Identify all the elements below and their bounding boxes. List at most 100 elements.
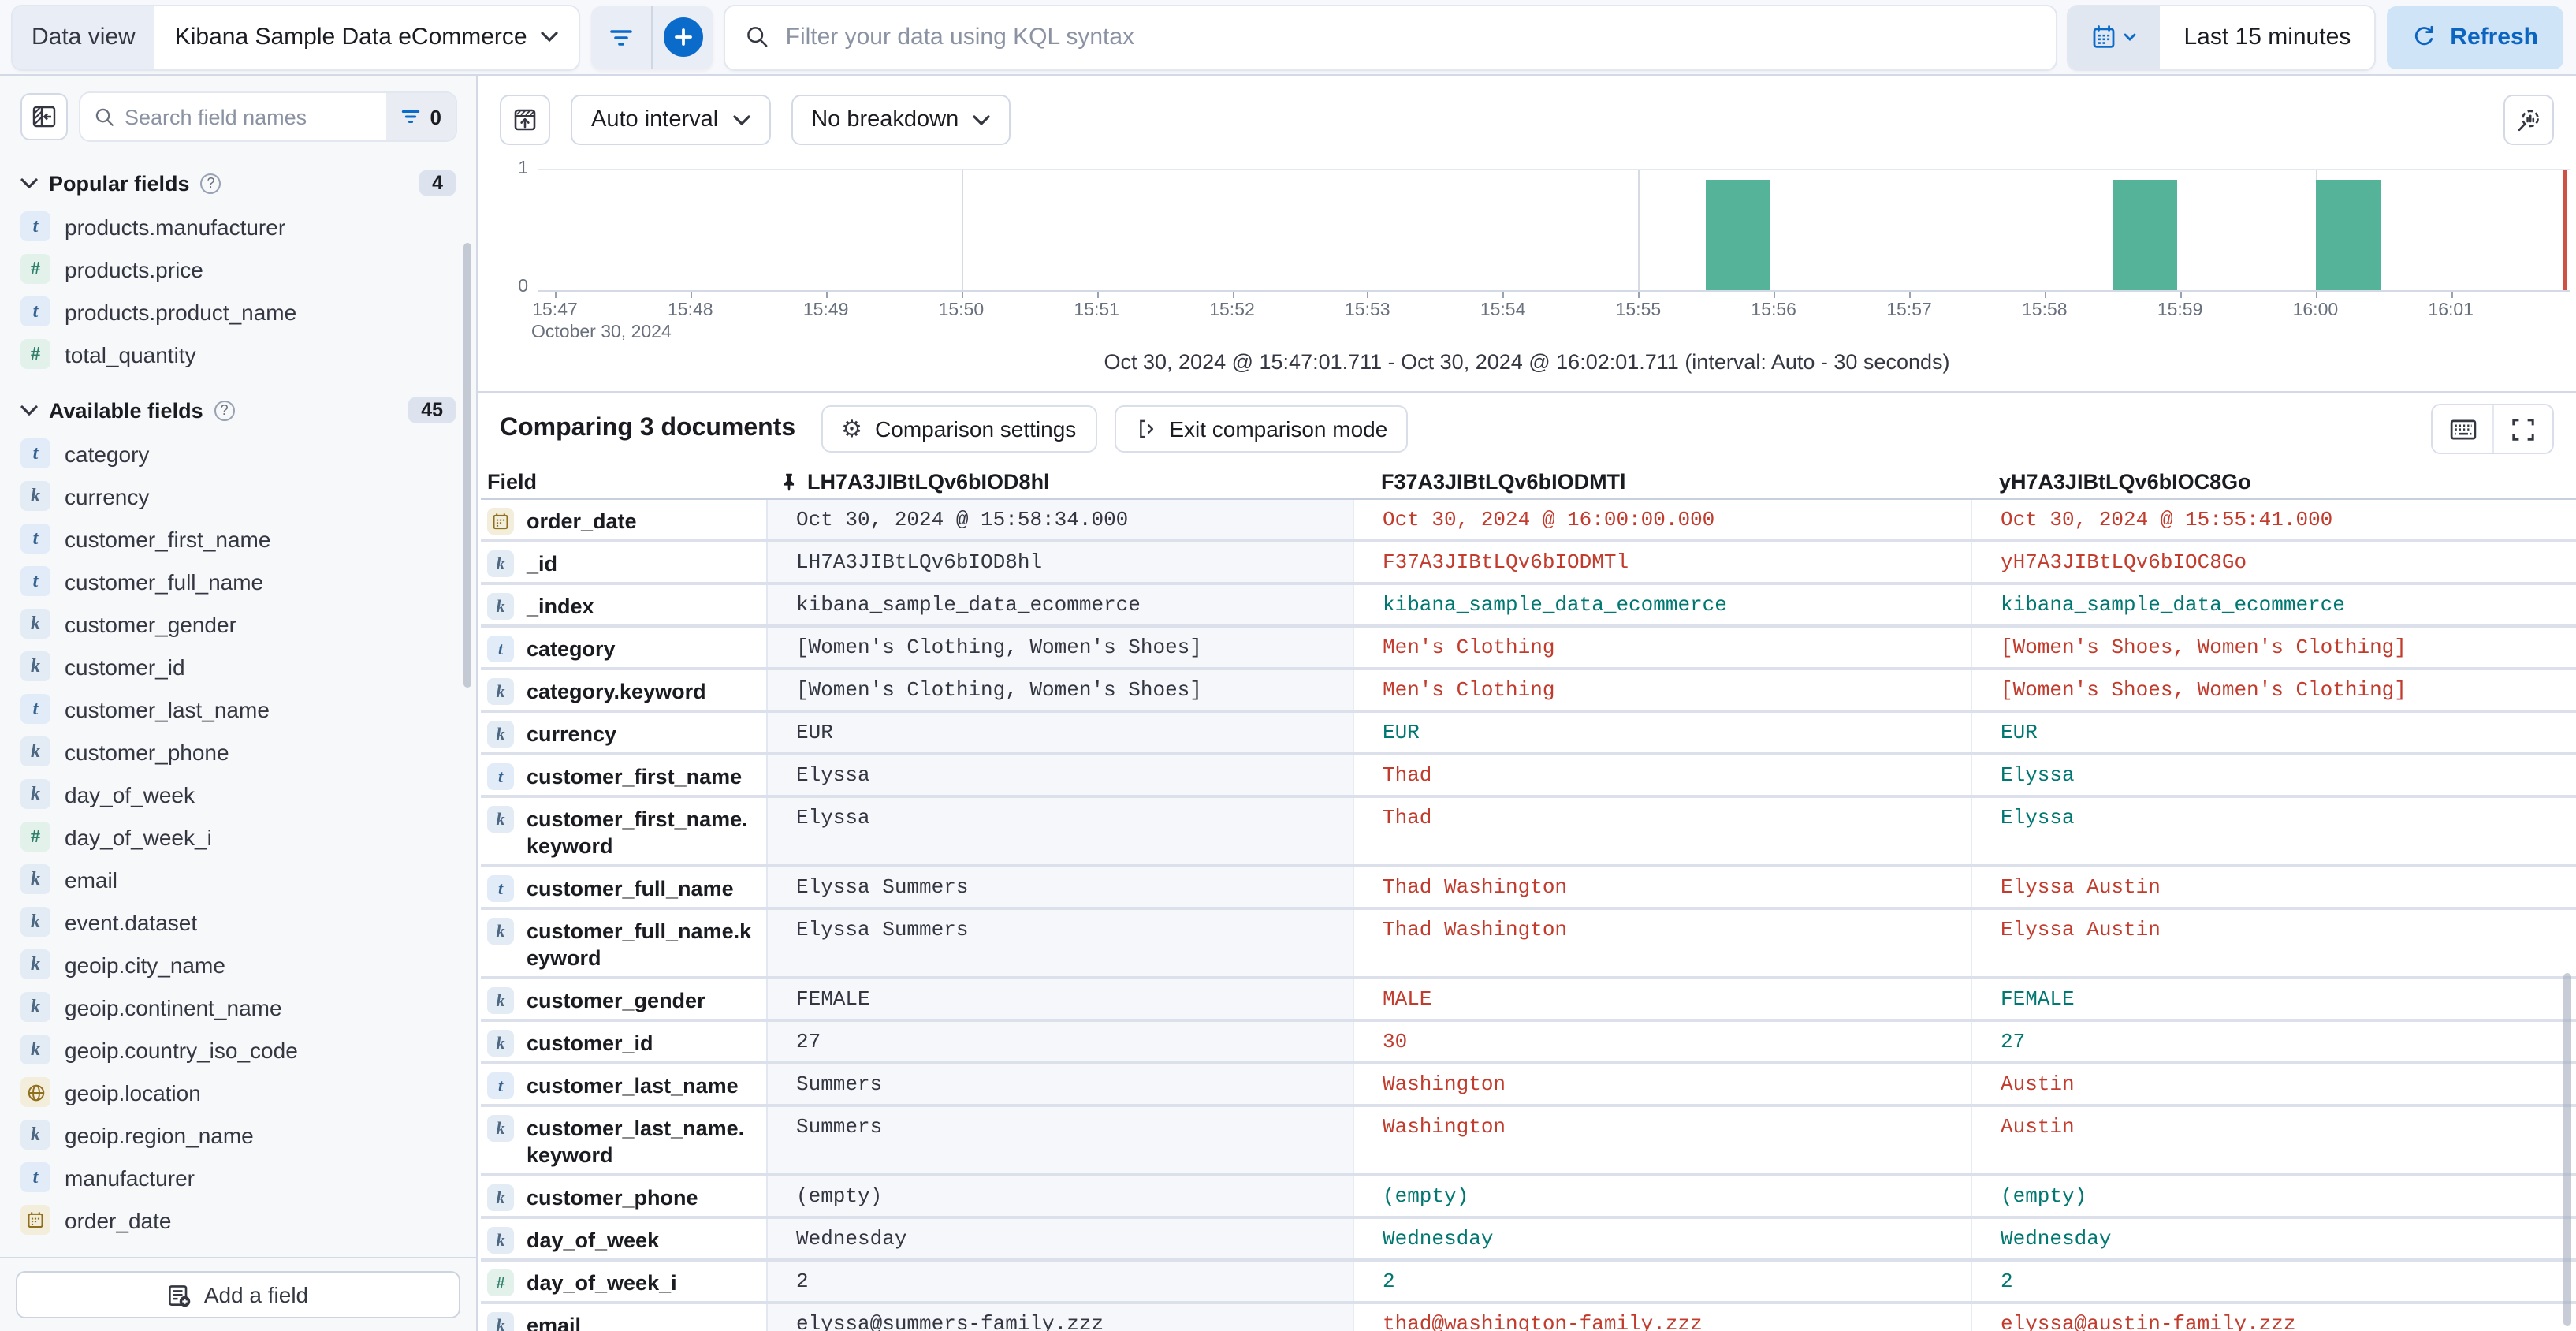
field-list-item[interactable]: k geoip.region_name [0,1113,476,1156]
help-icon: ? [214,400,235,420]
field-search-input[interactable] [125,105,386,129]
comparison-table-header: Field LH7A3JIBtLQv6bIOD8hl F37A3JIBtLQv6… [481,465,2576,500]
keyword-field-icon: k [487,987,514,1014]
comparison-table-row: k customer_phone (empty) (empty) (empty) [481,1176,2576,1219]
doc-value-cell: [Women's Shoes, Women's Clothing] [1971,628,2563,667]
field-list-item[interactable]: t products.product_name [0,290,476,333]
keyword-field-icon: k [20,779,50,809]
axis-tick [1638,292,1640,298]
keyboard-shortcuts-button[interactable] [2433,405,2492,453]
exit-icon [1134,418,1156,440]
field-name: products.manufacturer [65,214,286,239]
field-name: event.dataset [65,909,198,934]
available-fields-count: 45 [408,397,456,423]
field-list-item[interactable]: order_date [0,1199,476,1241]
field-name: category [527,637,616,661]
kql-search-input[interactable] [785,24,2036,50]
kql-query-bar[interactable] [725,6,2057,69]
field-list-item[interactable]: k geoip.city_name [0,943,476,986]
field-list-item[interactable]: k currency [0,475,476,517]
gear-icon: ⚙ [841,414,863,442]
axis-tick [825,292,828,298]
field-list-item[interactable]: t customer_first_name [0,517,476,560]
sidebar-scrollbar[interactable] [463,243,471,688]
text-field-icon: t [20,438,50,468]
field-list-item[interactable]: k geoip.continent_name [0,986,476,1028]
filter-button[interactable] [592,6,652,69]
doc-value-cell: Oct 30, 2024 @ 16:00:00.000 [1353,500,1971,539]
field-list-item[interactable]: geoip.location [0,1071,476,1113]
explore-in-lens-button[interactable] [2503,95,2554,145]
axis-tick [1096,292,1099,298]
histogram-bar[interactable] [2112,180,2177,290]
plot-area[interactable] [538,169,2570,292]
exit-comparison-label: Exit comparison mode [1169,416,1388,442]
exit-comparison-button[interactable]: Exit comparison mode [1114,405,1409,453]
number-field-icon: # [20,822,50,852]
field-cell: order_date [481,500,766,539]
field-list-item[interactable]: t customer_full_name [0,560,476,602]
date-field-icon [20,1205,50,1235]
add-field-button[interactable]: Add a field [16,1271,460,1318]
date-quick-select-button[interactable] [2068,6,2161,69]
field-list-item[interactable]: t category [0,432,476,475]
field-list-item[interactable]: k email [0,858,476,900]
field-list-item[interactable]: # day_of_week_i [0,815,476,858]
comparison-table-row: t customer_full_name Elyssa Summers Thad Wa… [481,867,2576,910]
field-list-item[interactable]: # total_quantity [0,333,476,375]
pinned-doc-cell: 2 [766,1262,1353,1301]
field-list-item[interactable]: k geoip.country_iso_code [0,1028,476,1071]
pinned-doc-cell: Oct 30, 2024 @ 15:58:34.000 [766,500,1353,539]
doc-value-cell: 27 [1971,1022,2563,1061]
breakdown-select[interactable]: No breakdown [791,95,1011,145]
comparison-table-row: k _index kibana_sample_data_ecommerce kiban… [481,585,2576,628]
refresh-button[interactable]: Refresh [2387,6,2563,69]
interval-select[interactable]: Auto interval [571,95,771,145]
comparison-settings-button[interactable]: ⚙ Comparison settings [821,405,1097,453]
field-list-item[interactable]: k customer_phone [0,730,476,773]
x-axis-tick-label: 15:57 [1886,301,1932,320]
field-cell: k email [481,1304,766,1331]
data-view-picker[interactable]: Data view Kibana Sample Data eCommerce [13,6,579,69]
available-fields-header[interactable]: Available fields ? 45 [0,388,476,432]
field-search-box[interactable]: 0 [80,93,456,140]
time-range-value[interactable]: Last 15 minutes [2160,6,2375,69]
field-name: geoip.country_iso_code [65,1037,298,1062]
field-list-item[interactable]: t customer_last_name [0,688,476,730]
field-list-item[interactable]: t products.manufacturer [0,205,476,248]
field-name: _index [527,595,594,618]
field-list-item[interactable]: # products.price [0,248,476,290]
field-list-item[interactable]: k customer_id [0,645,476,688]
x-axis-tick-label: 15:50 [938,301,985,320]
histogram-bar[interactable] [1706,180,1771,290]
popular-fields-header[interactable]: Popular fields ? 4 [0,161,476,205]
fullscreen-button[interactable] [2492,405,2552,453]
add-filter-button[interactable] [653,6,713,69]
field-list-item[interactable]: k customer_gender [0,602,476,645]
field-cell: k customer_full_name.keyword [481,910,766,976]
lens-chart-icon [2515,106,2542,133]
field-name: products.price [65,256,203,281]
x-axis-tick-label: 15:47 [532,301,578,320]
plus-circle-icon [663,17,703,57]
hide-chart-button[interactable] [500,95,550,145]
x-axis-date-label: October 30, 2024 [531,323,672,342]
field-cell: k _id [481,542,766,582]
field-list-item[interactable]: k event.dataset [0,900,476,943]
field-list-item[interactable]: t manufacturer [0,1156,476,1199]
field-list-item[interactable]: k day_of_week [0,773,476,815]
field-name: category.keyword [527,680,706,703]
comparison-table-row: k customer_full_name.keyword Elyssa Summer… [481,910,2576,979]
table-scrollbar[interactable] [2563,973,2571,1326]
field-name: customer_full_name [65,569,264,594]
gridline [1638,170,1640,290]
histogram-bar[interactable] [2315,180,2381,290]
field-name: customer_first_name [65,526,271,551]
field-filter-button[interactable]: 0 [385,93,456,140]
x-axis-tick-label: 15:54 [1480,301,1526,320]
doc-value-cell: MALE [1353,979,1971,1019]
collapse-sidebar-button[interactable] [20,93,68,140]
field-name: customer_id [527,1031,653,1055]
available-fields-label: Available fields [49,398,203,422]
